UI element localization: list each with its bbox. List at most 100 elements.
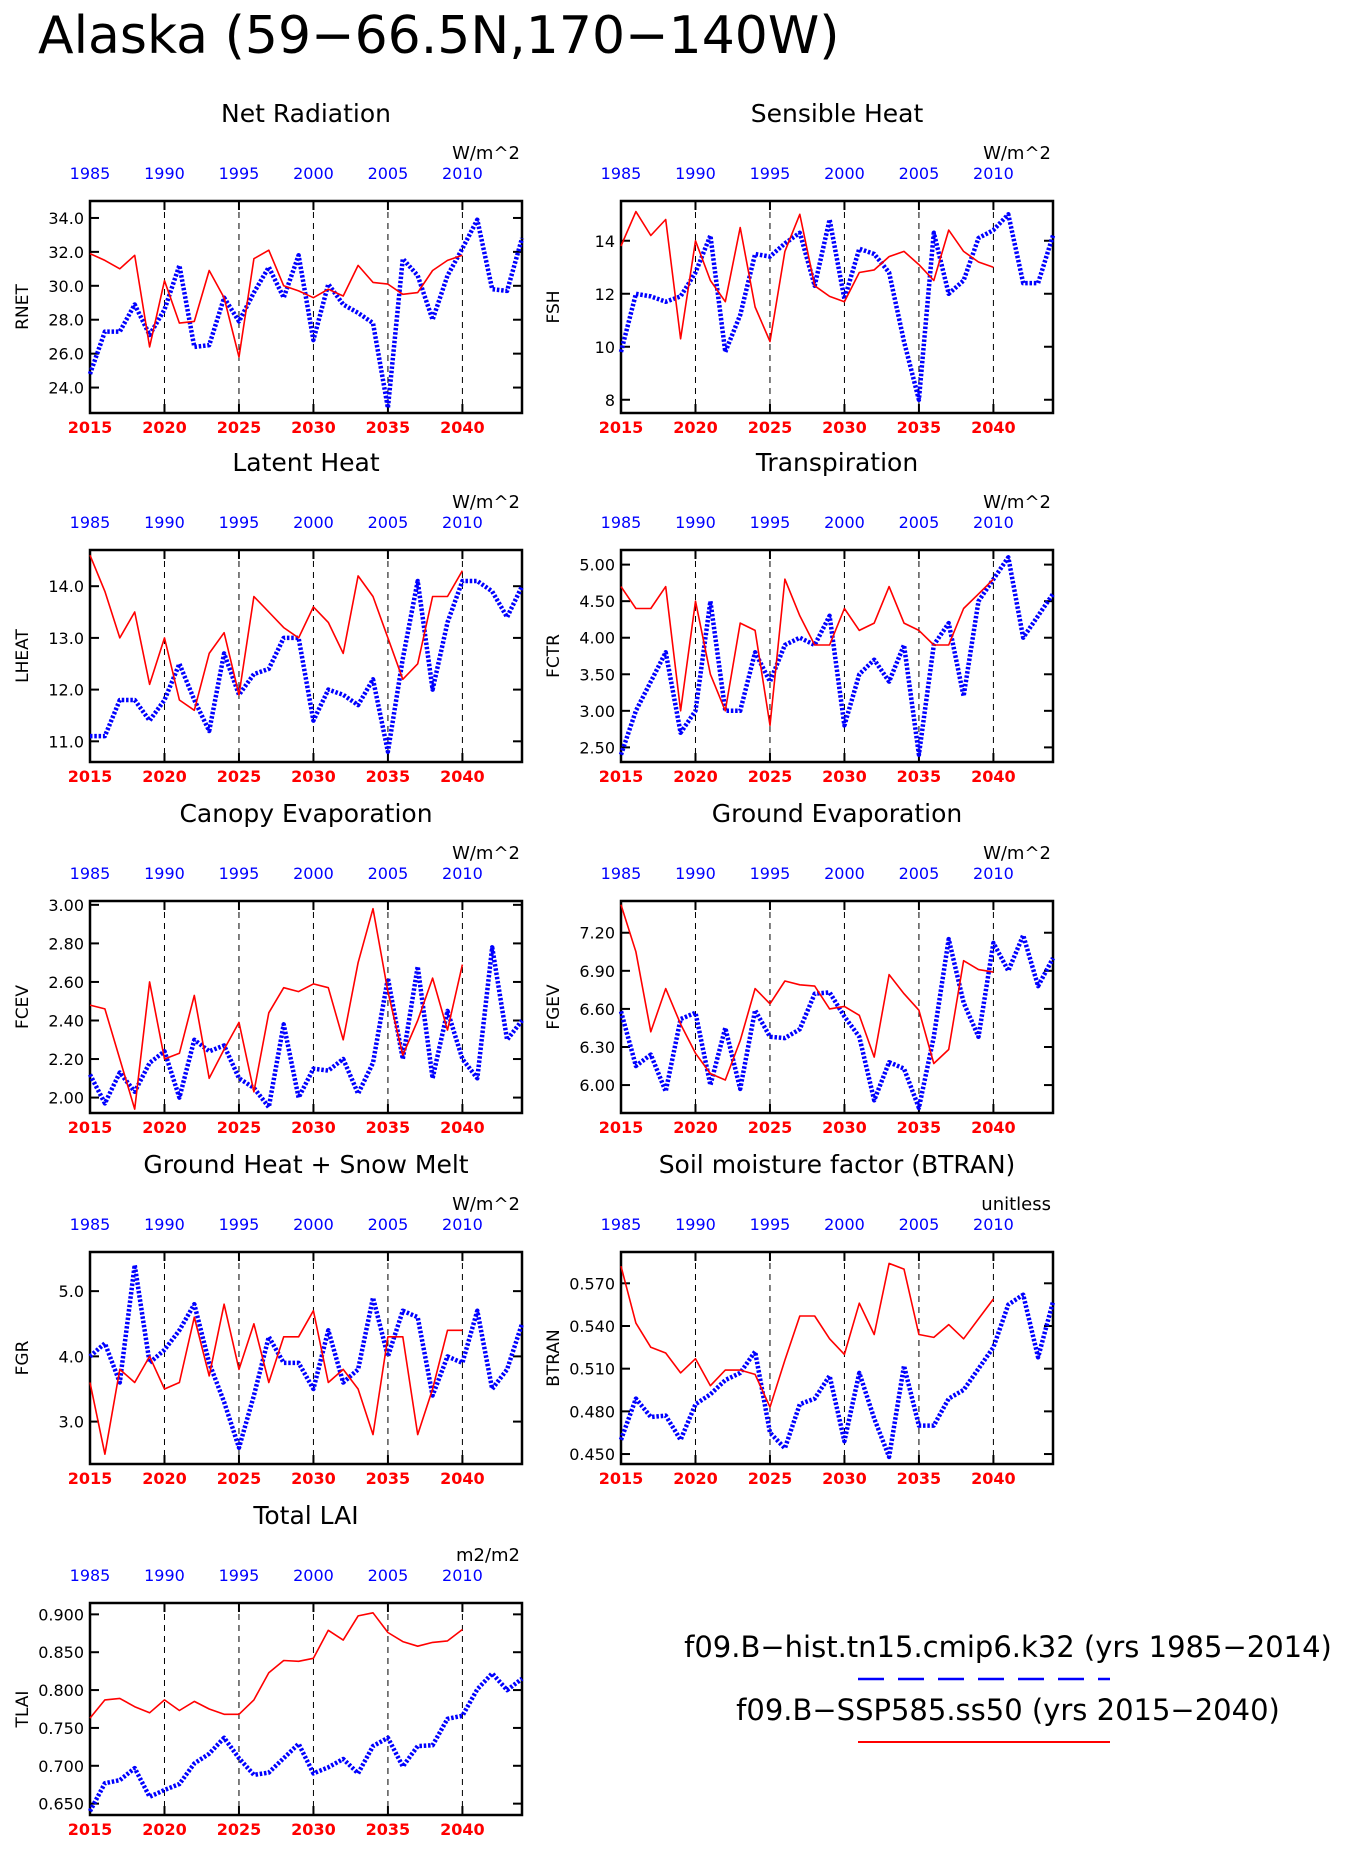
x-tick-label-bottom: 2020 bbox=[673, 767, 718, 786]
y-tick-label: 32.0 bbox=[48, 243, 84, 262]
x-tick-label-bottom: 2035 bbox=[366, 1820, 411, 1839]
x-tick-label-top: 2000 bbox=[824, 513, 865, 532]
chart-panel-fgev: Ground Evaporation W/m^2 6.00 6.30 6.60 6.90 7… bbox=[544, 799, 1055, 1137]
x-tick-label-top: 1990 bbox=[144, 513, 185, 532]
chart-panel-fcev: Canopy Evaporation W/m^2 2.00 2.20 2.40 2.60 2… bbox=[13, 799, 524, 1137]
x-tick-label-top: 2005 bbox=[899, 1215, 940, 1234]
x-tick-label-bottom: 2035 bbox=[366, 418, 411, 437]
x-tick-label-bottom: 2040 bbox=[971, 767, 1016, 786]
y-tick-label: 12.0 bbox=[48, 681, 84, 700]
y-tick-label: 30.0 bbox=[48, 277, 84, 296]
x-tick-label-top: 1985 bbox=[70, 164, 111, 183]
x-tick-label-top: 2010 bbox=[442, 1215, 483, 1234]
x-tick-label-bottom: 2030 bbox=[822, 1118, 867, 1137]
chart-panel-rnet: Net Radiation W/m^2 24.0 26.0 28.0 30.0 32.0 34… bbox=[13, 99, 525, 437]
plot-frame bbox=[88, 199, 524, 415]
y-tick-label: 0.540 bbox=[569, 1317, 615, 1336]
x-tick-label-bottom: 2030 bbox=[291, 767, 336, 786]
x-tick-label-top: 2005 bbox=[368, 1215, 409, 1234]
series-line-future bbox=[89, 554, 464, 712]
x-tick-label-top: 1995 bbox=[750, 1215, 791, 1234]
x-tick-label-top: 2010 bbox=[442, 164, 483, 183]
y-tick-label: 2.80 bbox=[48, 934, 84, 953]
plot-frame bbox=[88, 899, 524, 1115]
x-tick-label-bottom: 2025 bbox=[217, 1469, 262, 1488]
y-tick-label: 6.30 bbox=[579, 1038, 615, 1057]
y-tick-label: 24.0 bbox=[48, 379, 84, 398]
x-tick-label-top: 1990 bbox=[144, 1566, 185, 1585]
x-tick-label-top: 1985 bbox=[601, 513, 642, 532]
x-tick-label-bottom: 2030 bbox=[291, 1118, 336, 1137]
series-line-future bbox=[89, 1612, 463, 1719]
x-tick-label-top: 1990 bbox=[144, 1215, 185, 1234]
x-tick-label-top: 2005 bbox=[899, 513, 940, 532]
y-tick-label: 2.00 bbox=[48, 1089, 84, 1108]
x-tick-label-top: 1985 bbox=[601, 864, 642, 883]
x-tick-label-top: 1985 bbox=[70, 1566, 111, 1585]
series-line-historical bbox=[618, 933, 1055, 1111]
y-axis-label: BTRAN bbox=[544, 1329, 564, 1387]
chart-panel-fctr: Transpiration W/m^2 2.50 3.00 3.50 4.00 4.50 5.… bbox=[544, 448, 1055, 786]
plot-frame bbox=[88, 1250, 524, 1466]
series-line-future bbox=[620, 578, 994, 727]
panel-title: Ground Heat + Snow Melt bbox=[143, 1150, 468, 1179]
x-tick-label-top: 1995 bbox=[219, 1566, 260, 1585]
y-tick-label: 0.750 bbox=[38, 1719, 84, 1738]
y-tick-label: 34.0 bbox=[48, 209, 84, 228]
series-line-historical bbox=[618, 555, 1055, 757]
x-tick-label-top: 2010 bbox=[973, 164, 1014, 183]
x-tick-label-top: 2010 bbox=[442, 864, 483, 883]
y-tick-label: 3.0 bbox=[59, 1413, 84, 1432]
plot-frame bbox=[619, 199, 1055, 415]
x-tick-label-top: 2005 bbox=[368, 164, 409, 183]
x-tick-label-top: 1985 bbox=[70, 513, 111, 532]
y-tick-label: 0.700 bbox=[38, 1757, 84, 1776]
x-tick-label-bottom: 2020 bbox=[142, 1469, 187, 1488]
series-line-historical bbox=[618, 212, 1056, 403]
panel-title: Soil moisture factor (BTRAN) bbox=[659, 1150, 1016, 1179]
y-axis-label: FSH bbox=[544, 290, 564, 323]
x-tick-label-bottom: 2040 bbox=[440, 418, 485, 437]
x-tick-label-top: 1995 bbox=[219, 1215, 260, 1234]
x-tick-label-bottom: 2020 bbox=[142, 1820, 187, 1839]
y-tick-label: 0.650 bbox=[38, 1795, 84, 1814]
y-tick-label: 26.0 bbox=[48, 345, 84, 364]
x-tick-label-top: 1985 bbox=[70, 1215, 111, 1234]
plot-frame bbox=[619, 548, 1055, 764]
series-line-future bbox=[620, 210, 994, 343]
units-label: W/m^2 bbox=[983, 143, 1051, 164]
x-tick-label-bottom: 2040 bbox=[440, 1469, 485, 1488]
x-tick-label-bottom: 2040 bbox=[971, 1118, 1016, 1137]
y-tick-label: 2.20 bbox=[48, 1050, 84, 1069]
panel-title: Ground Evaporation bbox=[712, 799, 962, 828]
x-tick-label-bottom: 2020 bbox=[142, 1118, 187, 1137]
series-line-historical bbox=[88, 1262, 525, 1450]
x-tick-label-top: 2005 bbox=[368, 864, 409, 883]
plot-frame bbox=[88, 1601, 524, 1817]
x-tick-label-top: 2010 bbox=[442, 513, 483, 532]
x-tick-label-bottom: 2035 bbox=[366, 1118, 411, 1137]
chart-panel-lheat: Latent Heat W/m^2 11.0 12.0 13.0 14.0 LHEAT 201… bbox=[13, 448, 525, 786]
units-label: W/m^2 bbox=[452, 1194, 520, 1215]
y-axis-label: FCEV bbox=[13, 985, 33, 1029]
legend-label-future: f09.B−SSP585.ss50 (yrs 2015−2040) bbox=[736, 1693, 1280, 1727]
y-tick-label: 6.60 bbox=[579, 1000, 615, 1019]
units-label: W/m^2 bbox=[452, 843, 520, 864]
panel-title: Canopy Evaporation bbox=[179, 799, 432, 828]
x-tick-label-bottom: 2025 bbox=[748, 1118, 793, 1137]
x-tick-label-bottom: 2020 bbox=[673, 418, 718, 437]
x-tick-label-top: 1995 bbox=[219, 513, 260, 532]
chart-panel-fgr: Ground Heat + Snow Melt W/m^2 3.0 4.0 5.0 FGR… bbox=[13, 1150, 525, 1488]
x-tick-label-bottom: 2035 bbox=[366, 767, 411, 786]
x-tick-label-bottom: 2025 bbox=[748, 767, 793, 786]
y-axis-label: FGR bbox=[13, 1340, 33, 1375]
y-tick-label: 13.0 bbox=[48, 629, 84, 648]
y-tick-label: 5.00 bbox=[579, 556, 615, 575]
y-tick-label: 4.0 bbox=[59, 1347, 84, 1366]
y-tick-label: 12 bbox=[595, 285, 615, 304]
y-tick-label: 3.00 bbox=[48, 896, 84, 915]
x-tick-label-top: 1990 bbox=[675, 864, 716, 883]
x-tick-label-top: 2010 bbox=[973, 513, 1014, 532]
x-tick-label-bottom: 2035 bbox=[897, 1469, 942, 1488]
y-tick-label: 0.510 bbox=[569, 1360, 615, 1379]
